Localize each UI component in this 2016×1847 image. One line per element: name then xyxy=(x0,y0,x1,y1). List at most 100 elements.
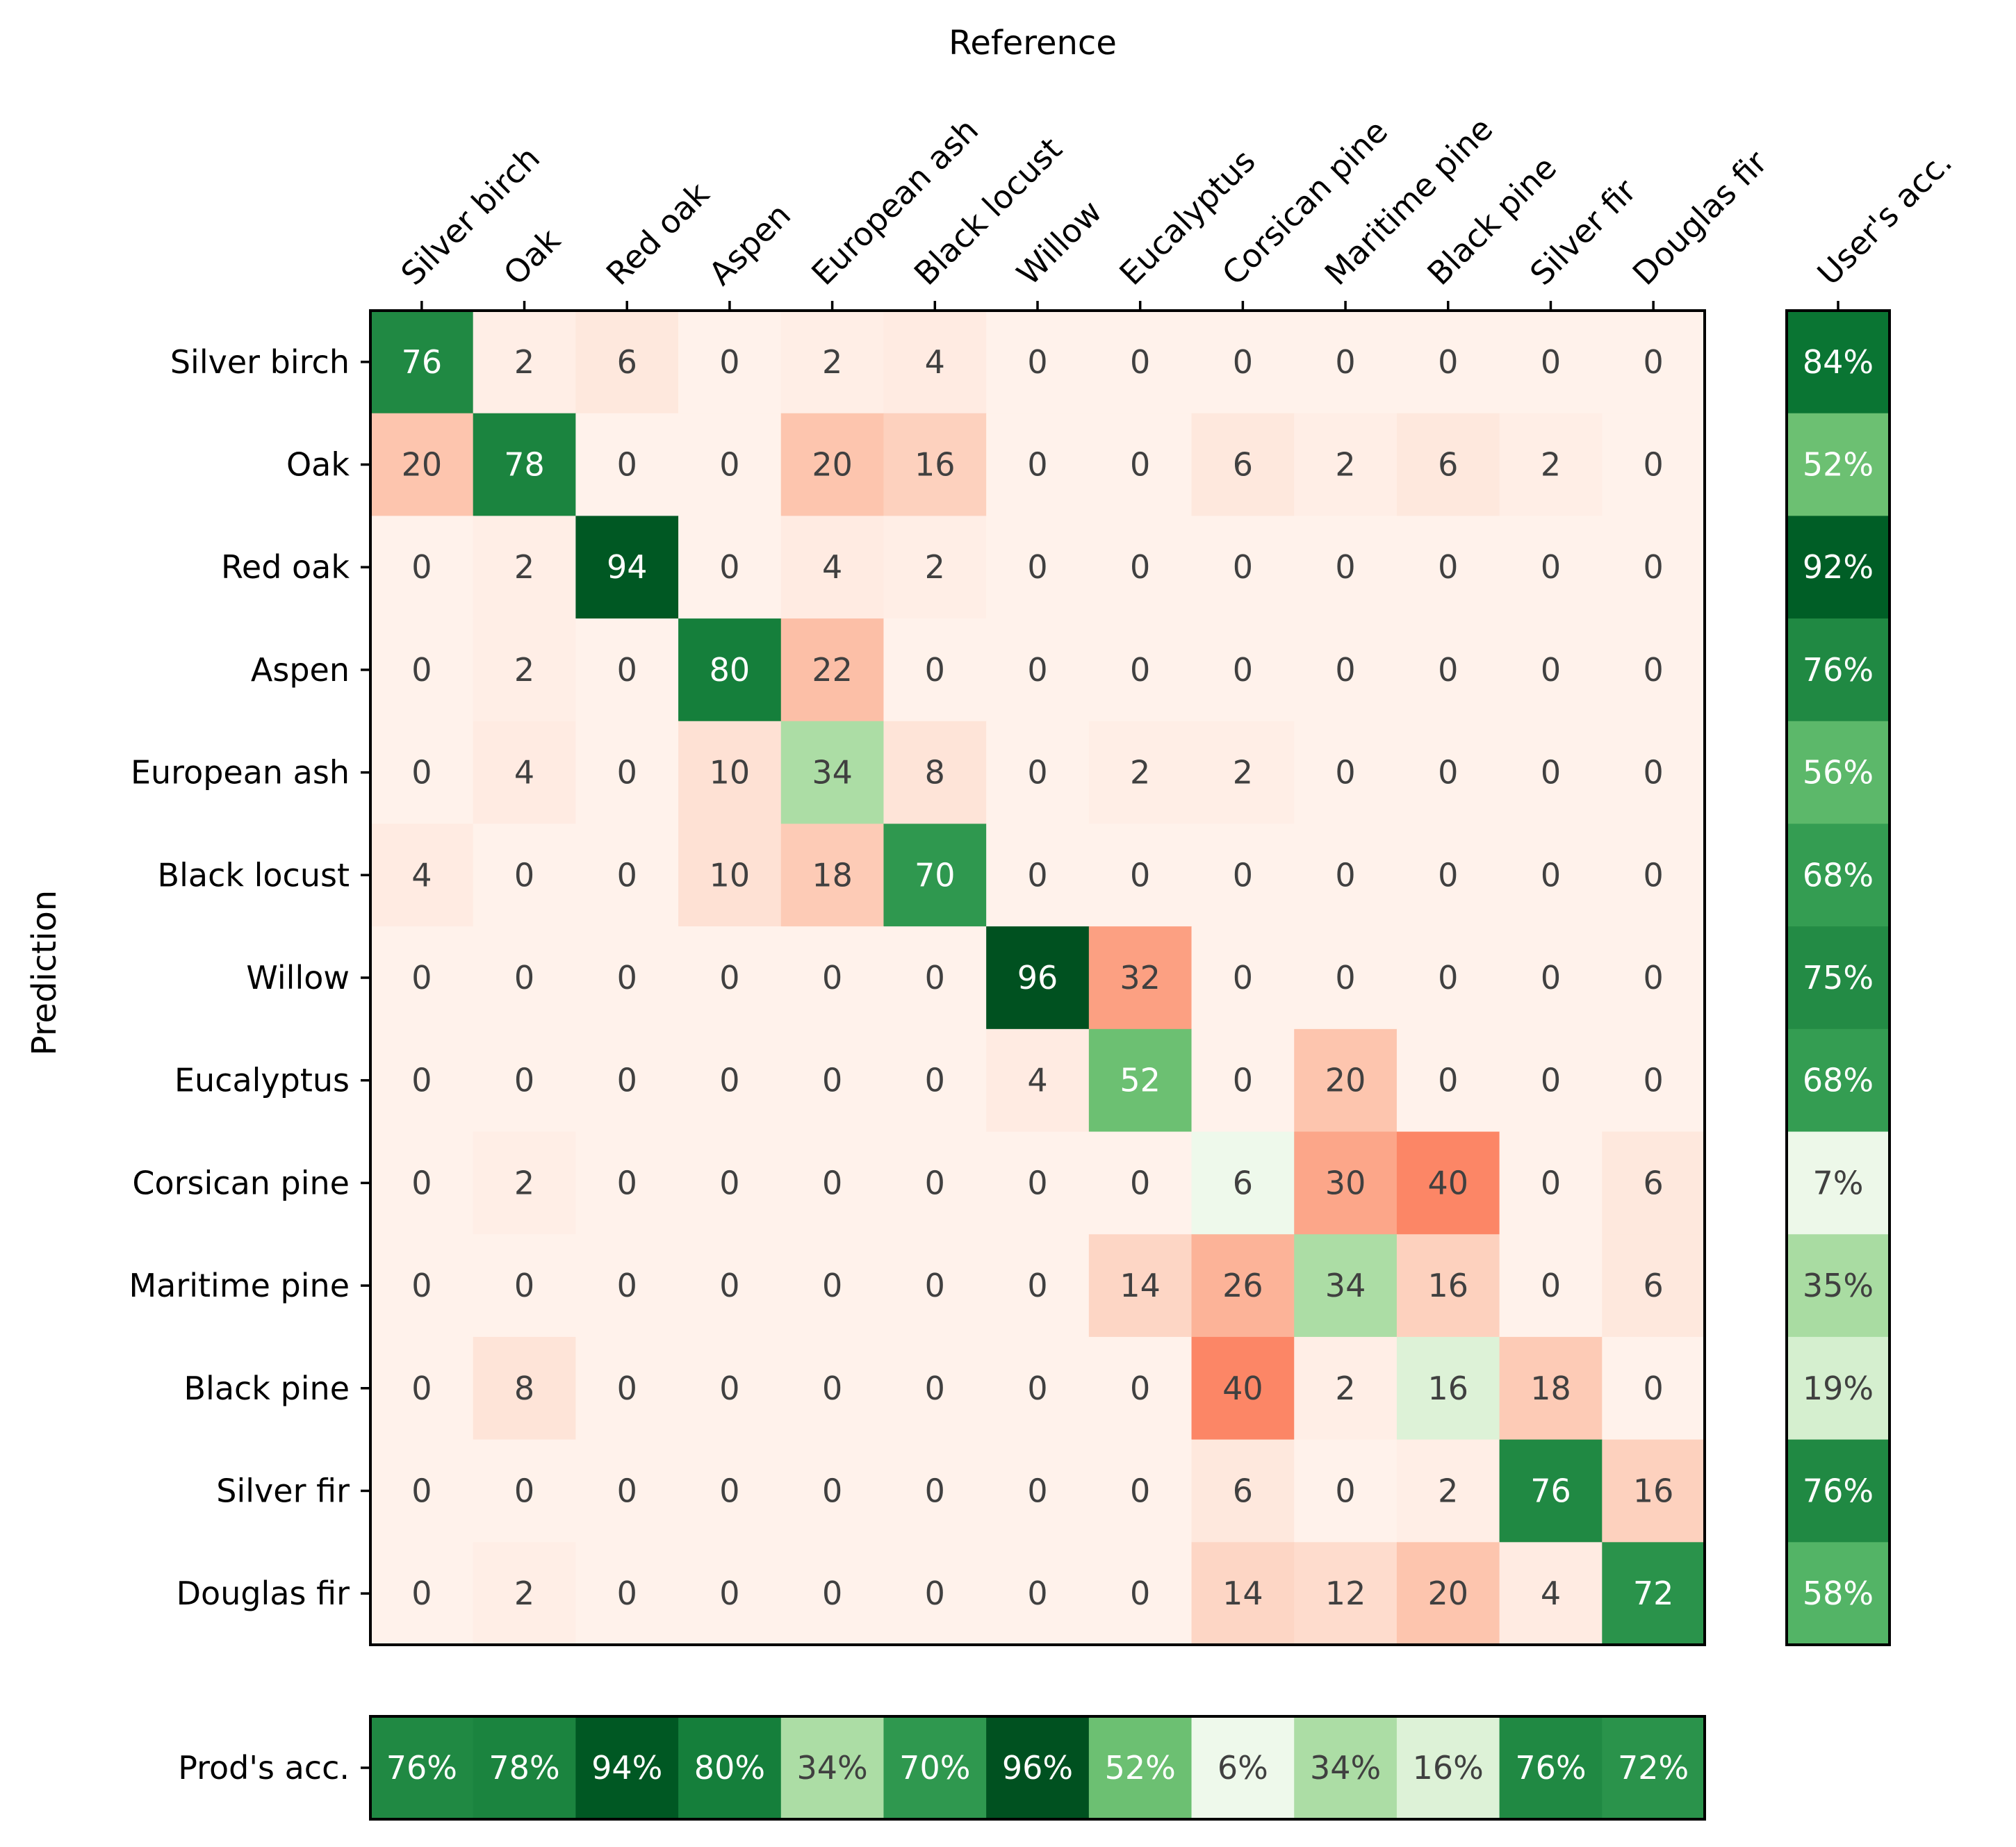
matrix-cell-value: 0 xyxy=(1027,754,1047,791)
matrix-cell-value: 2 xyxy=(514,1164,534,1201)
matrix-cell xyxy=(1191,926,1295,1030)
users-acc-cell xyxy=(1787,1542,1890,1645)
matrix-cell xyxy=(1396,1234,1500,1338)
matrix-cells: 76 2 6 0 2 4 0 0 0 0 0 0 020 78 0 0 20 16 0 0 6 2 6 2 00 2 94 0 4 2 0 0… xyxy=(370,311,1705,1645)
matrix-cell xyxy=(1191,1234,1295,1338)
matrix-cell-value: 0 xyxy=(1233,343,1253,381)
matrix-cell xyxy=(883,1234,987,1338)
matrix-cell xyxy=(1294,1131,1398,1235)
matrix-cell-value: 0 xyxy=(1541,754,1561,791)
prods-acc-row-label: Prod's acc. xyxy=(178,1749,350,1787)
matrix-cell-value: 2 xyxy=(514,1575,534,1612)
matrix-cell xyxy=(1191,516,1295,619)
matrix-cell-value: 0 xyxy=(1644,959,1664,996)
matrix-cell xyxy=(986,721,1090,825)
matrix-cell-value: 2 xyxy=(514,343,534,381)
matrix-cell xyxy=(986,1131,1090,1235)
matrix-cell xyxy=(780,1439,885,1543)
matrix-cell xyxy=(678,311,782,414)
matrix-cell-value: 0 xyxy=(617,1164,637,1201)
y-tick-label: Douglas fir xyxy=(177,1575,350,1612)
matrix-cell-value: 0 xyxy=(925,1575,945,1612)
matrix-cell-value: 6 xyxy=(1644,1267,1664,1304)
y-tick-label: European ash xyxy=(131,754,350,791)
matrix-cell-value: 6 xyxy=(1438,446,1458,484)
matrix-cell-value: 0 xyxy=(1130,343,1150,381)
matrix-cell xyxy=(678,1028,782,1133)
y-tick-label: Silver birch xyxy=(170,343,350,381)
prods-acc-cell xyxy=(1191,1716,1295,1819)
prods-acc-cell xyxy=(1396,1716,1500,1819)
users-acc-column-label: User's acc. xyxy=(1810,143,1960,293)
x-tick-label: Oak xyxy=(496,221,568,293)
matrix-cell-value: 0 xyxy=(1027,651,1047,689)
matrix-cell xyxy=(986,1234,1090,1338)
prods-acc-value: 94% xyxy=(591,1749,662,1787)
matrix-cell-value: 0 xyxy=(411,959,432,996)
matrix-cell xyxy=(678,413,782,516)
matrix-cell-value: 0 xyxy=(719,1062,739,1099)
matrix-cell xyxy=(473,1028,576,1133)
matrix-cell xyxy=(1396,413,1500,516)
matrix-cell xyxy=(883,721,987,825)
matrix-cell-value: 2 xyxy=(1335,1370,1355,1407)
matrix-cell-value: 0 xyxy=(1644,343,1664,381)
matrix-cell-value: 0 xyxy=(1335,856,1355,894)
matrix-cell-value: 0 xyxy=(617,1575,637,1612)
matrix-cell xyxy=(1191,1028,1295,1133)
matrix-cell xyxy=(1396,618,1500,722)
matrix-cell-value: 0 xyxy=(1233,959,1253,996)
matrix-cell-value: 0 xyxy=(1644,754,1664,791)
y-tick-label: Black pine xyxy=(183,1370,350,1407)
matrix-cell-value: 0 xyxy=(719,1164,739,1201)
matrix-cell xyxy=(370,1234,474,1338)
matrix-cell-value: 0 xyxy=(1541,1062,1561,1099)
matrix-cell xyxy=(883,516,987,619)
matrix-cell xyxy=(1191,311,1295,414)
matrix-cell-value: 80 xyxy=(710,651,751,689)
users-acc-value: 75% xyxy=(1803,959,1874,996)
matrix-cell-value: 0 xyxy=(1027,856,1047,894)
matrix-cell-value: 0 xyxy=(514,1062,534,1099)
matrix-cell xyxy=(575,823,679,927)
matrix-cell xyxy=(1294,516,1398,619)
matrix-cell xyxy=(1294,926,1398,1030)
matrix-cell xyxy=(1602,618,1705,722)
matrix-cell-value: 0 xyxy=(411,548,432,586)
matrix-cell xyxy=(1499,823,1603,927)
matrix-cell xyxy=(1088,721,1193,825)
matrix-cell xyxy=(678,721,782,825)
matrix-cell-value: 0 xyxy=(1027,1575,1047,1612)
matrix-cell-value: 0 xyxy=(617,959,637,996)
prods-acc-value: 70% xyxy=(899,1749,970,1787)
y-tick-label: Oak xyxy=(286,446,350,484)
matrix-cell xyxy=(1499,926,1603,1030)
matrix-cell xyxy=(986,823,1090,927)
matrix-cell-value: 0 xyxy=(1438,754,1458,791)
matrix-cell-value: 0 xyxy=(1644,1370,1664,1407)
y-tick-label: Aspen xyxy=(251,651,350,689)
matrix-cell-value: 4 xyxy=(925,343,945,381)
matrix-cell-value: 78 xyxy=(504,446,545,484)
users-acc-value: 84% xyxy=(1803,343,1874,381)
matrix-cell xyxy=(1191,1542,1295,1645)
matrix-cell-value: 20 xyxy=(402,446,443,484)
matrix-cell xyxy=(883,413,987,516)
matrix-cell xyxy=(1088,618,1193,722)
matrix-cell-value: 0 xyxy=(925,1472,945,1509)
matrix-cell-value: 2 xyxy=(822,343,842,381)
matrix-cell xyxy=(1294,1234,1398,1338)
matrix-cell-value: 0 xyxy=(1644,651,1664,689)
matrix-cell xyxy=(1499,1028,1603,1133)
matrix-cell xyxy=(678,516,782,619)
prods-acc-value: 34% xyxy=(796,1749,867,1787)
matrix-cell xyxy=(883,823,987,927)
matrix-cell-value: 0 xyxy=(411,1575,432,1612)
matrix-cell-value: 0 xyxy=(514,959,534,996)
matrix-cell xyxy=(780,1336,885,1440)
matrix-cell-value: 16 xyxy=(1633,1472,1674,1509)
matrix-cell xyxy=(1088,1439,1193,1543)
matrix-cell xyxy=(1396,1439,1500,1543)
users-acc-cell xyxy=(1787,721,1890,825)
